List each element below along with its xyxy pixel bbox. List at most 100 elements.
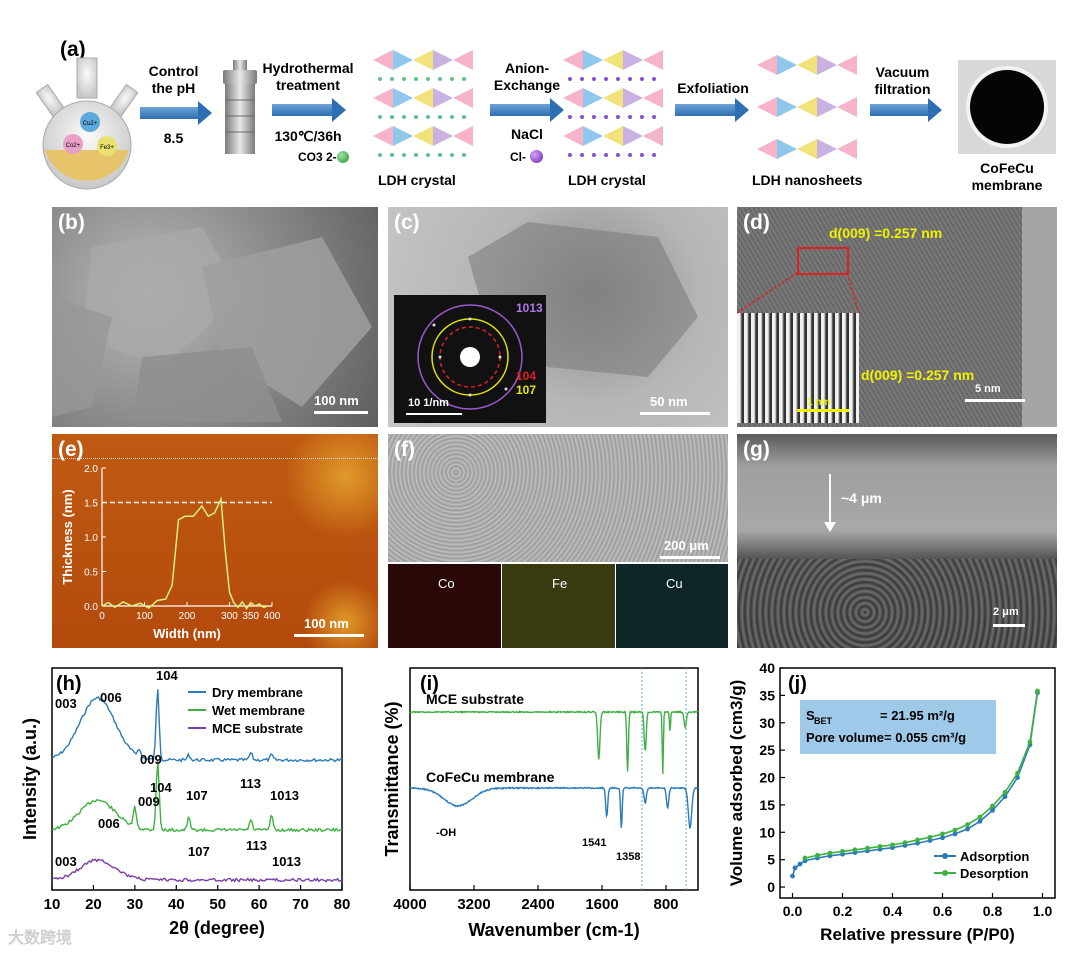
arrow-icon <box>140 101 212 125</box>
saed-scale-label: 10 1/nm <box>408 397 449 409</box>
x-tick-label: 350 <box>242 611 259 622</box>
isotherm-point <box>840 849 845 854</box>
plot-frame <box>51 667 343 891</box>
step2-line1: Hydrothermal <box>262 60 354 76</box>
ion-label: Cu2+ <box>83 121 98 127</box>
xrd-chart: (h) 10 20 30 40 50 60 70 80 2θ (degree) Intensity… <box>20 667 351 938</box>
step5-line2: filtration <box>874 81 931 97</box>
step3-text: Anion- Exchange <box>482 60 572 94</box>
peak-label: 113 <box>240 776 261 791</box>
x-tick-label: 0.0 <box>783 903 803 919</box>
scale-label: 2 μm <box>993 606 1019 618</box>
membrane-line2: membrane <box>971 177 1043 193</box>
peak-label: 1013 <box>270 788 299 803</box>
annotation-label: 1358 <box>616 851 640 863</box>
legend-label: Desorption <box>960 866 1029 881</box>
autoclave-icon <box>223 60 257 154</box>
isotherm-point <box>802 855 808 861</box>
series-label: MCE substrate <box>426 691 524 707</box>
isotherm-point <box>977 818 983 824</box>
isotherm-point <box>797 861 803 867</box>
y-axis-label: Thickness (nm) <box>60 489 75 584</box>
peak-label: 107 <box>186 788 208 803</box>
isotherm-point <box>927 838 933 843</box>
isotherm-point <box>852 847 858 853</box>
y-tick-label: 20 <box>759 770 775 786</box>
y-tick-label: 0.0 <box>84 602 98 613</box>
x-axis-label: Width (nm) <box>153 626 221 641</box>
eds-label-co: Co <box>438 576 455 591</box>
peak-label: 1013 <box>272 854 301 869</box>
isotherm-point <box>952 831 958 837</box>
thickness-label: ~4 μm <box>841 490 882 506</box>
membrane-label: CoFeCu membrane <box>958 160 1056 194</box>
ftir-curve-mce-substrate <box>409 710 699 775</box>
panel-f-label: (f) <box>394 438 415 461</box>
carbonate-sphere-icon <box>337 151 349 163</box>
isotherm-point <box>865 845 870 851</box>
legend-label: Wet membrane <box>212 703 305 718</box>
step3-value: NaCl <box>511 126 543 142</box>
y-tick-label: 40 <box>759 660 775 676</box>
y-tick-label: 15 <box>759 797 775 813</box>
step3-line1: Anion- <box>504 60 550 76</box>
x-tick-label: 30 <box>127 896 144 913</box>
ldh-crystal-chloride-icon <box>563 50 663 157</box>
x-axis-label: Relative pressure (P/P0) <box>820 925 1015 944</box>
peak-label: 003 <box>55 696 77 711</box>
isotherm-point <box>827 850 833 856</box>
panel-b-label: (b) <box>58 211 85 234</box>
ring-label-1013: 1013 <box>516 301 543 315</box>
x-tick-label: 3200 <box>457 896 490 913</box>
peak-label: 107 <box>188 844 210 859</box>
sbet-value: = 21.95 m²/g <box>880 708 955 723</box>
x-tick-label: 1.0 <box>1033 903 1053 919</box>
panel-c-label: (c) <box>394 211 420 234</box>
sbet-subscript: BET <box>814 716 833 726</box>
series-label: CoFeCu membrane <box>426 769 555 785</box>
scale-label: 50 nm <box>650 394 688 409</box>
y-tick-label: 2.0 <box>84 464 98 475</box>
step2-value: 130℃/36h <box>274 128 342 144</box>
peak-label: 006 <box>98 816 120 831</box>
x-tick-label: 4000 <box>393 896 426 913</box>
ldh-crystal-icon <box>373 50 473 157</box>
step1-value: 8.5 <box>163 130 184 146</box>
x-tick-label: 0.4 <box>883 903 903 919</box>
thickness-arrow-icon <box>824 474 836 532</box>
isotherm-point <box>952 827 958 833</box>
isotherm-point <box>940 831 945 837</box>
xrd-curve-wet-membrane <box>51 761 343 833</box>
eds-map-cu: Cu <box>616 564 728 648</box>
eds-label-cu: Cu <box>666 576 683 591</box>
legend-marker <box>942 870 948 876</box>
panel-j-label: (j) <box>788 673 807 695</box>
scale-bar <box>294 634 364 637</box>
nanosheets-label: LDH nanosheets <box>752 172 863 188</box>
annotation-label: -OH <box>436 827 456 839</box>
scale-label: 100 nm <box>304 616 349 631</box>
arrow-icon <box>490 98 564 122</box>
isotherm-point <box>977 814 983 820</box>
crystal2-label: LDH crystal <box>568 172 646 188</box>
panel-d-label: (d) <box>743 211 770 234</box>
isotherm-point <box>877 844 883 849</box>
x-tick-label: 40 <box>168 896 185 913</box>
arrow-icon <box>870 98 942 122</box>
scale-bar <box>993 624 1025 627</box>
plot-frame <box>779 667 1056 899</box>
isotherm-point <box>965 826 970 832</box>
isotherm-point <box>927 834 933 840</box>
eds-map-fe: Fe <box>502 564 615 648</box>
isotherm-point <box>790 873 795 879</box>
d-spacing-label: d(009) =0.257 nm <box>829 225 943 241</box>
x-tick-label: 1600 <box>585 896 618 913</box>
xrd-curve-dry-membrane <box>51 689 343 763</box>
ftir-curve-cofecu-membrane <box>409 786 699 829</box>
x-tick-label: 80 <box>334 896 351 913</box>
arrow-icon <box>675 98 749 122</box>
isotherm-point <box>915 840 920 846</box>
legend-label: Dry membrane <box>212 685 303 700</box>
isotherm-point <box>990 807 995 813</box>
peak-label: 006 <box>100 690 122 705</box>
